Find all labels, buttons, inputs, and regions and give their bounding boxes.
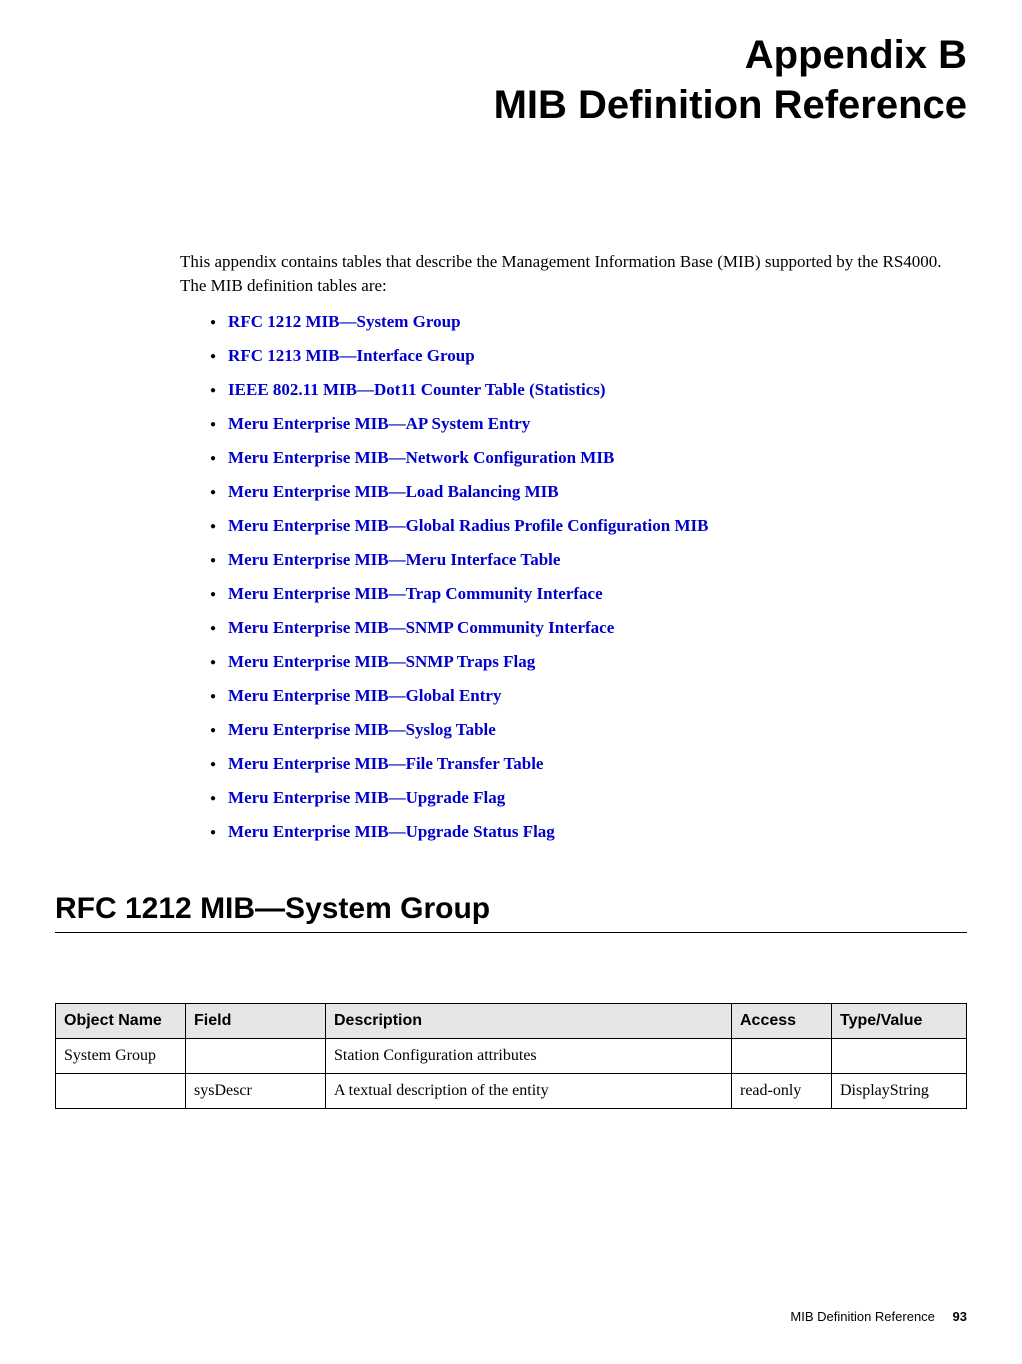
cell: sysDescr: [186, 1073, 326, 1108]
mib-definition-table: Object Name Field Description Access Typ…: [55, 1003, 967, 1109]
table-header-row: Object Name Field Description Access Typ…: [56, 1003, 967, 1038]
appendix-title: MIB Definition Reference: [55, 80, 967, 130]
list-item: ● Meru Enterprise MIB—Load Balancing MIB: [210, 482, 967, 502]
mib-link[interactable]: Meru Enterprise MIB—Network Configuratio…: [228, 448, 614, 468]
col-access: Access: [732, 1003, 832, 1038]
page-number: 93: [953, 1309, 967, 1324]
mib-link[interactable]: Meru Enterprise MIB—AP System Entry: [228, 414, 530, 434]
page-footer: MIB Definition Reference 93: [790, 1309, 967, 1324]
list-item: ● Meru Enterprise MIB—Trap Community Inte…: [210, 584, 967, 604]
list-item: ● Meru Enterprise MIB—Global Entry: [210, 686, 967, 706]
bullet-icon: ●: [210, 385, 216, 396]
bullet-icon: ●: [210, 555, 216, 566]
mib-link[interactable]: Meru Enterprise MIB—Load Balancing MIB: [228, 482, 559, 502]
footer-title: MIB Definition Reference: [790, 1309, 935, 1324]
list-item: ● Meru Enterprise MIB—Global Radius Profi…: [210, 516, 967, 536]
bullet-icon: ●: [210, 759, 216, 770]
bullet-icon: ●: [210, 623, 216, 634]
list-item: ● Meru Enterprise MIB—File Transfer Table: [210, 754, 967, 774]
table-row: sysDescr A textual description of the en…: [56, 1073, 967, 1108]
mib-link[interactable]: Meru Enterprise MIB—Upgrade Flag: [228, 788, 505, 808]
list-item: ● Meru Enterprise MIB—SNMP Traps Flag: [210, 652, 967, 672]
bullet-icon: ●: [210, 827, 216, 838]
cell: Station Configuration attributes: [326, 1038, 732, 1073]
bullet-icon: ●: [210, 487, 216, 498]
col-type-value: Type/Value: [832, 1003, 967, 1038]
list-item: ● Meru Enterprise MIB—AP System Entry: [210, 414, 967, 434]
bullet-icon: ●: [210, 793, 216, 804]
mib-link[interactable]: Meru Enterprise MIB—Meru Interface Table: [228, 550, 560, 570]
bullet-icon: ●: [210, 691, 216, 702]
col-field: Field: [186, 1003, 326, 1038]
mib-link[interactable]: Meru Enterprise MIB—File Transfer Table: [228, 754, 543, 774]
cell: [186, 1038, 326, 1073]
list-item: ● Meru Enterprise MIB—Syslog Table: [210, 720, 967, 740]
bullet-icon: ●: [210, 657, 216, 668]
cell: A textual description of the entity: [326, 1073, 732, 1108]
cell: System Group: [56, 1038, 186, 1073]
bullet-icon: ●: [210, 725, 216, 736]
bullet-icon: ●: [210, 419, 216, 430]
mib-link[interactable]: RFC 1212 MIB—System Group: [228, 312, 461, 332]
list-item: ● Meru Enterprise MIB—Meru Interface Tabl…: [210, 550, 967, 570]
bullet-icon: ●: [210, 453, 216, 464]
list-item: ● IEEE 802.11 MIB—Dot11 Counter Table (St…: [210, 380, 967, 400]
mib-link[interactable]: RFC 1213 MIB—Interface Group: [228, 346, 475, 366]
bullet-icon: ●: [210, 351, 216, 362]
list-item: ● Meru Enterprise MIB—Upgrade Flag: [210, 788, 967, 808]
mib-link[interactable]: IEEE 802.11 MIB—Dot11 Counter Table (Sta…: [228, 380, 606, 400]
col-description: Description: [326, 1003, 732, 1038]
page-title-block: Appendix B MIB Definition Reference: [55, 30, 967, 130]
mib-link[interactable]: Meru Enterprise MIB—Trap Community Inter…: [228, 584, 603, 604]
mib-link[interactable]: Meru Enterprise MIB—Global Entry: [228, 686, 501, 706]
section-heading: RFC 1212 MIB—System Group: [55, 892, 967, 933]
mib-link[interactable]: Meru Enterprise MIB—SNMP Traps Flag: [228, 652, 535, 672]
list-item: ● Meru Enterprise MIB—Upgrade Status Flag: [210, 822, 967, 842]
bullet-icon: ●: [210, 589, 216, 600]
mib-link-list: ● RFC 1212 MIB—System Group ● RFC 1213 MIB…: [210, 312, 967, 842]
col-object-name: Object Name: [56, 1003, 186, 1038]
intro-paragraph: This appendix contains tables that descr…: [180, 250, 967, 298]
mib-link[interactable]: Meru Enterprise MIB—SNMP Community Inter…: [228, 618, 614, 638]
list-item: ● RFC 1212 MIB—System Group: [210, 312, 967, 332]
cell: DisplayString: [832, 1073, 967, 1108]
cell: read-only: [732, 1073, 832, 1108]
list-item: ● Meru Enterprise MIB—SNMP Community Inte…: [210, 618, 967, 638]
cell: [56, 1073, 186, 1108]
bullet-icon: ●: [210, 317, 216, 328]
cell: [732, 1038, 832, 1073]
mib-link[interactable]: Meru Enterprise MIB—Global Radius Profil…: [228, 516, 708, 536]
mib-link[interactable]: Meru Enterprise MIB—Syslog Table: [228, 720, 496, 740]
list-item: ● Meru Enterprise MIB—Network Configurati…: [210, 448, 967, 468]
list-item: ● RFC 1213 MIB—Interface Group: [210, 346, 967, 366]
mib-link[interactable]: Meru Enterprise MIB—Upgrade Status Flag: [228, 822, 555, 842]
table-row: System Group Station Configuration attri…: [56, 1038, 967, 1073]
cell: [832, 1038, 967, 1073]
appendix-label: Appendix B: [55, 30, 967, 80]
bullet-icon: ●: [210, 521, 216, 532]
